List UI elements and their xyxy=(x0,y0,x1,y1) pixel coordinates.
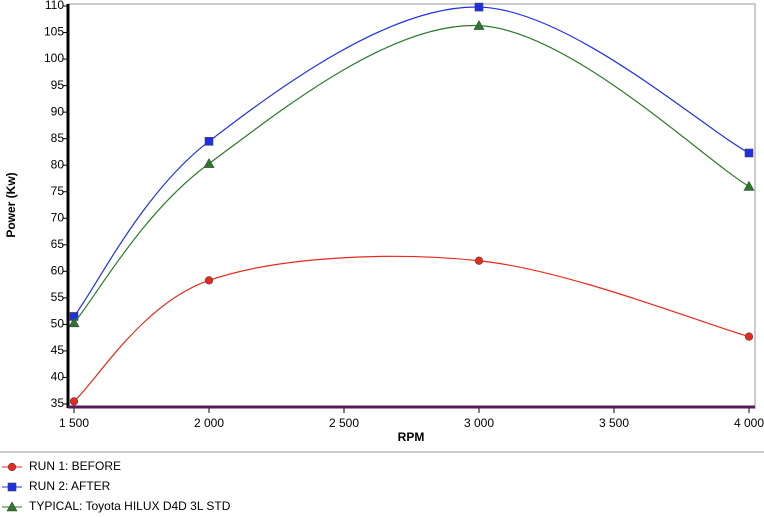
x-tick-label: 1 500 xyxy=(59,416,89,430)
y-axis-label: Power (Kw) xyxy=(4,172,18,237)
legend-label: RUN 2: AFTER xyxy=(29,479,111,493)
marker xyxy=(7,482,17,492)
marker xyxy=(203,157,215,168)
marker xyxy=(744,148,754,158)
series-line xyxy=(73,25,750,324)
marker xyxy=(743,180,755,191)
marker xyxy=(474,2,484,12)
marker xyxy=(473,20,485,30)
x-tick-label: 3 000 xyxy=(464,416,494,430)
y-tick-label: 55 xyxy=(51,290,65,304)
x-tick-label: 4 000 xyxy=(734,416,764,430)
y-tick-label: 75 xyxy=(51,184,65,198)
marker xyxy=(7,462,17,472)
y-tick-label: 50 xyxy=(51,317,65,331)
y-tick-label: 65 xyxy=(51,237,65,251)
plot-frame xyxy=(67,3,756,409)
legend-label: TYPICAL: Toyota HILUX D4D 3L STD xyxy=(29,499,231,513)
y-tick-label: 35 xyxy=(51,396,65,410)
x-tick-label: 3 500 xyxy=(599,416,629,430)
y-tick-label: 90 xyxy=(51,104,65,118)
y-tick-label: 105 xyxy=(44,25,64,39)
y-tick-label: 70 xyxy=(51,210,65,224)
y-tick-label: 80 xyxy=(51,157,65,171)
marker xyxy=(204,137,214,146)
y-tick-label: 40 xyxy=(51,370,65,384)
marker xyxy=(474,256,484,265)
x-tick-label: 2 000 xyxy=(194,416,224,430)
y-tick-label: 100 xyxy=(44,51,64,65)
marker xyxy=(744,332,754,341)
marker xyxy=(6,501,18,512)
y-tick-label: 110 xyxy=(45,0,64,12)
marker xyxy=(204,276,214,285)
x-axis-label: RPM xyxy=(398,430,425,444)
marker xyxy=(69,397,79,406)
series-line xyxy=(73,255,750,402)
y-tick-label: 45 xyxy=(51,343,65,357)
marker xyxy=(68,317,80,328)
legend-label: RUN 1: BEFORE xyxy=(29,459,121,473)
y-tick-label: 60 xyxy=(51,264,65,278)
y-tick-label: 85 xyxy=(51,131,65,145)
x-tick-label: 2 500 xyxy=(329,416,359,430)
y-tick-label: 95 xyxy=(51,78,65,92)
series-line xyxy=(73,6,750,317)
